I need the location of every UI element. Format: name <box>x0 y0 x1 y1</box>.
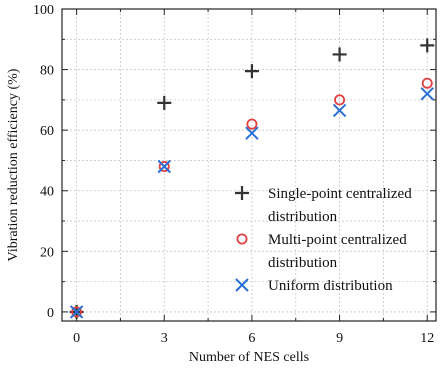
data-point-x <box>420 87 434 101</box>
x-tick-label: 3 <box>161 331 168 346</box>
legend-label: Multi-point centralized <box>268 232 407 248</box>
data-point-circle <box>334 94 346 106</box>
data-point-circle <box>421 77 433 89</box>
data-point-circle <box>246 118 258 130</box>
y-tick-label: 60 <box>40 124 54 139</box>
data-point-circle <box>158 161 170 173</box>
legend-entry: Uniform distribution <box>235 278 393 294</box>
tick-labels: 0 3 6 9 12 0 20 40 60 80 100 <box>33 3 434 346</box>
x-tick-label: 6 <box>248 331 255 346</box>
y-tick-label: 40 <box>40 185 54 200</box>
y-tick-label: 80 <box>40 64 54 79</box>
legend-entry: Multi-point centralized distribution <box>236 232 407 271</box>
data-points <box>69 38 435 319</box>
y-tick-label: 20 <box>40 245 54 260</box>
data-point-x <box>245 126 259 140</box>
data-point-circle <box>71 306 83 318</box>
legend-marker-x <box>235 278 249 292</box>
y-axis-label: Vibration reduction efficiency (%) <box>6 68 21 261</box>
legend-label: Uniform distribution <box>268 278 393 294</box>
series-2 <box>71 77 433 318</box>
y-tick-label: 100 <box>33 3 54 18</box>
legend: Single-point centralizeddistributionMult… <box>235 186 412 294</box>
plot-frame <box>61 8 437 322</box>
data-point-x <box>332 103 347 118</box>
series-3 <box>69 87 434 319</box>
data-point-plus <box>157 95 172 110</box>
legend-label: distribution <box>268 255 338 271</box>
data-point-x <box>69 305 84 319</box>
x-axis-label: Number of NES cells <box>189 350 309 365</box>
grid <box>62 9 436 321</box>
legend-label: distribution <box>268 209 338 225</box>
data-point-x <box>157 159 171 174</box>
y-tick-label: 0 <box>47 306 54 321</box>
x-tick-label: 0 <box>73 331 80 346</box>
data-point-plus <box>420 38 435 53</box>
legend-marker-plus <box>235 186 249 200</box>
axis-ticks <box>62 8 436 321</box>
legend-entry: Single-point centralized distribution <box>235 186 412 225</box>
data-point-plus <box>332 47 347 62</box>
x-tick-label: 12 <box>420 331 434 346</box>
legend-marker-circle <box>236 233 248 245</box>
legend-label: Single-point centralized <box>268 186 412 202</box>
x-tick-label: 9 <box>336 331 343 346</box>
data-point-plus <box>244 64 259 79</box>
